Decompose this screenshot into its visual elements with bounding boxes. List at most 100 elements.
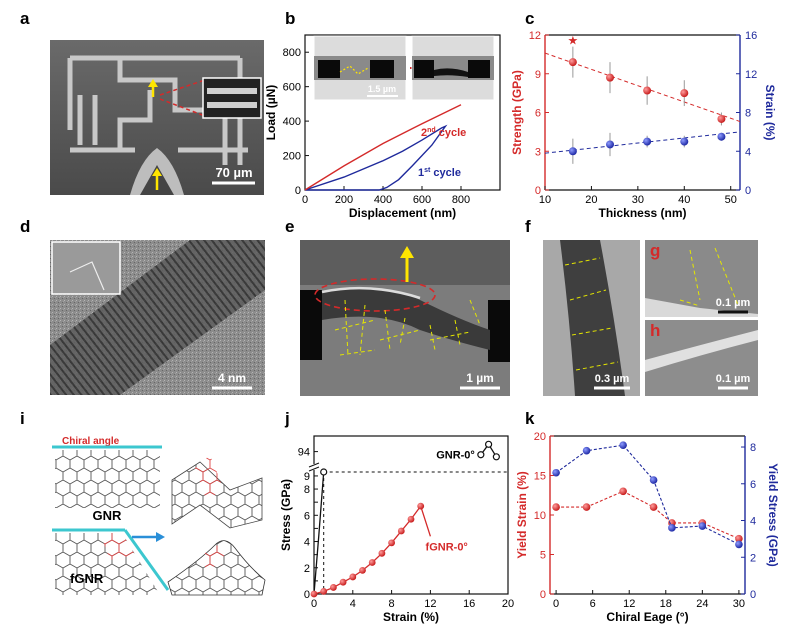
series-label-fgnr: fGNR-0° [426,542,468,554]
panel-label-e: e [285,217,294,236]
inset-d [51,241,121,295]
x-tick-label: 10 [539,194,551,206]
inset-a [202,77,262,119]
x-tick-label: 800 [452,194,470,206]
panel-a: a 70 µm [20,9,264,195]
data-point [552,468,560,477]
x-tick-label: 4 [350,598,356,610]
chart-c: 10 20 30 40 50 0 3 6 9 12 0 4 8 12 16 Thickness (nm) Str… [510,30,777,220]
y-tick-label: 600 [283,82,301,94]
y2-tick-label: 6 [750,479,756,491]
panel-b: b 0 200 400 600 8000200400600800Displacement… [264,9,501,220]
gnr-deformed [171,461,263,529]
panel-d: d 4 nm [20,217,265,395]
panel-label-g: g [650,241,660,260]
data-point [606,140,614,149]
series-line-0 [304,124,448,191]
data-point [568,147,577,156]
y2-axis-label: Yield Stress (GPa) [766,463,780,567]
x-tick-label: 8 [389,598,395,610]
panel-e: e 1 µm [285,217,510,396]
x-tick-label: 40 [678,194,690,206]
data-point [717,114,726,123]
y-tick-label: 400 [283,116,301,128]
x-tick-label: 24 [696,598,708,610]
y2-tick-label: 4 [745,146,751,158]
panel-label-h: h [650,321,660,340]
data-point [649,503,658,511]
svg-text:0.1 µm: 0.1 µm [716,373,751,385]
x-tick-label: 200 [335,194,353,206]
series-label-1: 2nd cycle [421,127,466,139]
y-tick-label: 20 [534,431,546,443]
x-tick-label: 0 [311,598,317,610]
y2-tick-label: 12 [745,69,757,81]
data-point [643,86,652,95]
data-point [388,539,395,547]
x-tick-label: 20 [502,598,514,610]
data-point [359,566,366,574]
x-tick-label: 6 [590,598,596,610]
y-axis-label: Stress (GPa) [279,479,293,551]
data-point [407,515,415,523]
data-point [485,440,493,448]
axis-break-marks [308,462,320,472]
x-tick-label: 50 [725,194,737,206]
data-point [477,451,485,459]
y-tick-label: 9 [535,69,541,81]
data-point [619,487,627,496]
svg-text:1.5 µm: 1.5 µm [368,84,396,94]
series-label-num: 2 [421,127,427,139]
y2-tick-label: 2 [750,552,756,564]
y-axis-label: Strength (GPa) [510,70,524,155]
y-tick-label: 0 [540,589,546,601]
data-point [606,73,614,82]
svg-text:4 nm: 4 nm [218,371,246,385]
data-point [735,534,743,543]
series-line-1 [555,444,740,545]
arrow-right-icon [156,532,165,542]
panel-label-f: f [525,217,531,236]
y-tick-label: 12 [529,30,541,42]
lattice-fringes [50,240,265,395]
y2-tick-label: 16 [745,30,757,42]
y-tick-label: 6 [304,510,310,522]
x-axis-label: Chiral Eage (°) [606,610,688,624]
y-tick-label: 5 [540,550,546,562]
axis-break [310,464,318,470]
data-point [698,522,707,530]
plot-frame [304,34,501,191]
plot-frame [313,435,509,595]
data-point [582,503,591,511]
data-point [649,476,658,484]
data-point [717,132,726,141]
gnr-lattice [55,450,160,508]
y-tick-label: 0 [535,185,541,197]
chiral-angle-label: Chiral angle [62,436,120,447]
fgnr-label: fGNR [70,571,104,586]
svg-text:1 µm: 1 µm [466,371,494,385]
data-point [568,58,577,67]
x-tick-label: 0 [553,598,559,610]
data-point [349,573,357,581]
data-point [552,503,560,511]
panel-g: g 0.1 µm [645,240,758,317]
series-label-0: 1st cycle [418,167,461,179]
svg-text:0.1 µm: 0.1 µm [716,297,751,309]
data-point [643,137,652,146]
x-tick-label: 400 [374,194,392,206]
data-point [378,549,386,557]
y-tick-label: 6 [535,108,541,120]
data-point [368,559,376,566]
series-label-sup: nd [427,127,436,134]
data-point [582,446,591,455]
series-label-tail: cycle [436,127,467,139]
data-point [417,502,425,510]
x-tick-label: 12 [623,598,635,610]
panel-label-c: c [525,9,534,28]
panel-label-d: d [20,217,30,236]
y-tick-label: 8 [304,484,310,496]
